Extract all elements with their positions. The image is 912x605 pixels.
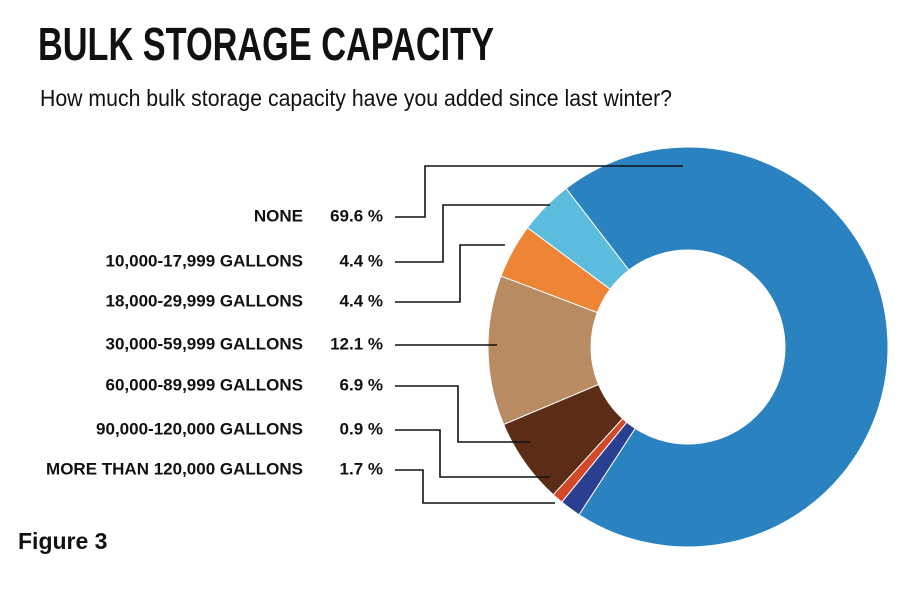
category-label: 10,000-17,999 GALLONS [106, 251, 303, 270]
leader-line [395, 244, 505, 303]
leader-line [395, 429, 550, 478]
value-label: 12.1 % [330, 334, 383, 353]
category-label: 18,000-29,999 GALLONS [106, 291, 303, 310]
category-label: 90,000-120,000 GALLONS [96, 419, 303, 438]
value-label: 4.4 % [340, 251, 383, 270]
value-label: 4.4 % [340, 291, 383, 310]
category-label: 30,000-59,999 GALLONS [106, 334, 303, 353]
leader-line [395, 469, 555, 504]
leader-line [395, 165, 683, 218]
chart-subtitle: How much bulk storage capacity have you … [40, 85, 672, 111]
category-label: MORE THAN 120,000 GALLONS [46, 459, 303, 478]
value-label: 1.7 % [340, 459, 383, 478]
value-label: 6.9 % [340, 375, 383, 394]
value-label: 69.6 % [330, 206, 383, 225]
value-label: 0.9 % [340, 419, 383, 438]
category-label: 60,000-89,999 GALLONS [106, 375, 303, 394]
slice [561, 421, 636, 516]
chart-title: BULK STORAGE CAPACITY [38, 18, 494, 70]
leader-line [395, 385, 530, 443]
category-label: NONE [254, 206, 303, 225]
slice [565, 146, 889, 548]
leader-line [395, 204, 550, 263]
figure-caption: Figure 3 [18, 528, 107, 554]
